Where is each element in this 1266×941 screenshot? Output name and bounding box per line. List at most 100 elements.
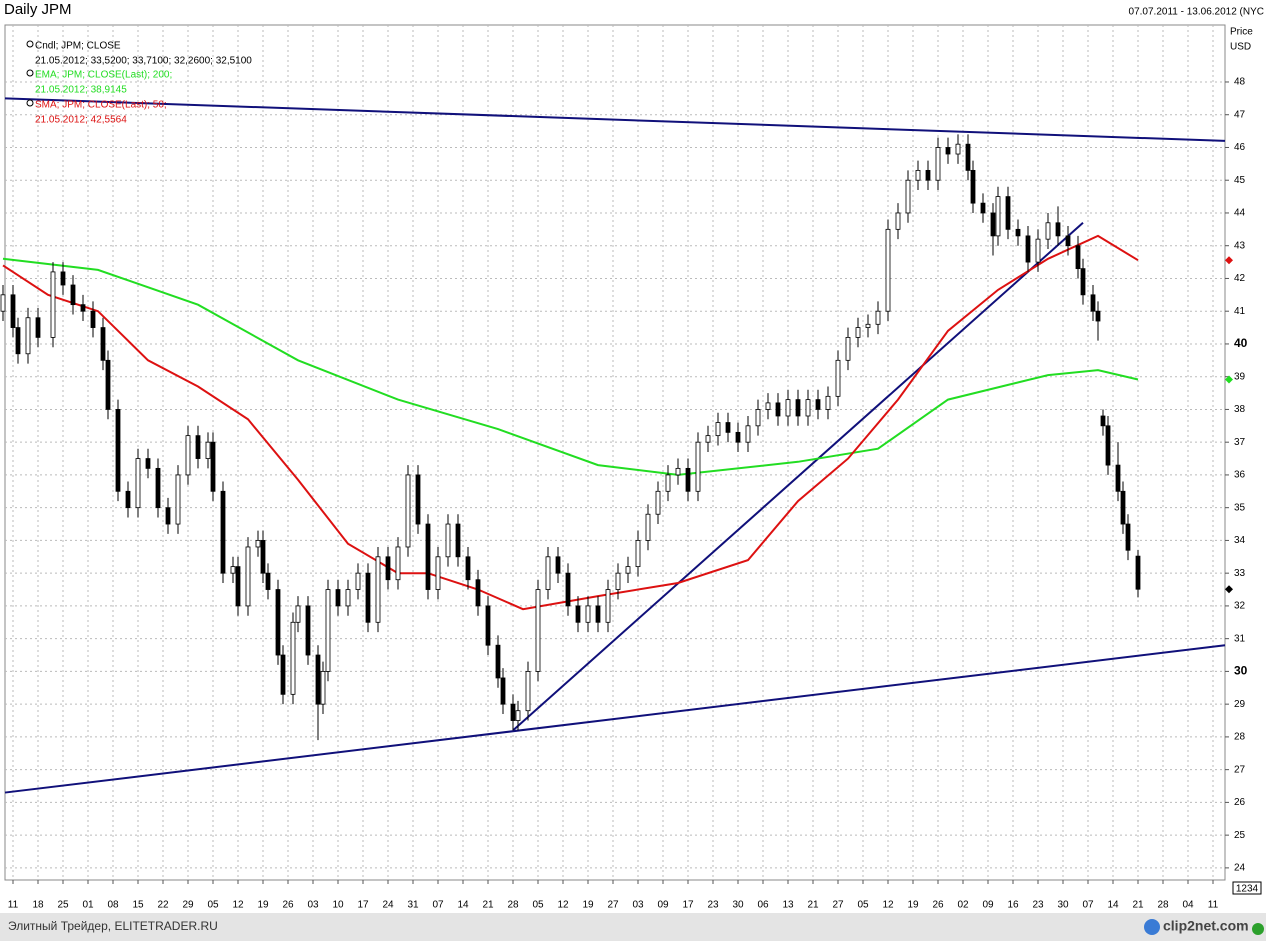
candle-body — [1120, 490, 1126, 525]
candle-body — [905, 179, 911, 214]
candle-body — [585, 605, 591, 623]
candle-body — [135, 458, 141, 509]
candle-body — [675, 467, 681, 476]
x-tick-label: 18 — [32, 900, 44, 911]
candle-body — [1055, 222, 1061, 237]
x-tick-label: 27 — [607, 900, 619, 911]
candle-body — [260, 540, 266, 574]
candle-body — [220, 490, 226, 574]
x-tick-label: 25 — [57, 900, 69, 911]
candle-body — [745, 425, 751, 443]
candle-body — [855, 327, 861, 338]
y-tick-label: 29 — [1234, 699, 1246, 710]
x-tick-label: 12 — [232, 900, 244, 911]
candle-body — [555, 556, 561, 574]
x-tick-label: 04 — [1182, 900, 1194, 911]
x-tick-label: 17 — [682, 900, 694, 911]
y-tick-label: 36 — [1234, 470, 1246, 481]
candle-body — [635, 540, 641, 568]
y-tick-label: 28 — [1234, 732, 1246, 743]
candle-body — [395, 546, 401, 581]
candle-body — [545, 556, 551, 590]
candle-body — [175, 474, 181, 525]
candle-body — [935, 147, 941, 181]
candle-body — [485, 605, 491, 646]
trendline — [512, 222, 1084, 732]
x-tick-label: 11 — [8, 900, 19, 911]
x-tick-label: 01 — [82, 900, 94, 911]
x-tick-label: 19 — [582, 900, 594, 911]
candle-body — [415, 474, 421, 525]
y-tick-label: 45 — [1234, 175, 1246, 186]
candle-body — [535, 589, 541, 672]
last-value-marker — [1225, 256, 1233, 265]
y-tick-label: 34 — [1234, 535, 1246, 546]
x-tick-label: 19 — [257, 900, 269, 911]
x-tick-label: 07 — [432, 900, 444, 911]
candle-body — [645, 513, 651, 541]
candle-body — [925, 169, 931, 181]
y-tick-label: 32 — [1234, 601, 1246, 612]
candle-body — [895, 212, 901, 230]
candle-body — [1080, 268, 1086, 296]
y-tick-label: 33 — [1234, 568, 1246, 579]
candle-body — [500, 677, 506, 705]
candle-body — [290, 621, 296, 695]
candle-body — [1005, 196, 1011, 230]
candle-body — [325, 589, 331, 672]
x-tick-label: 30 — [1057, 900, 1069, 911]
candle-body — [965, 143, 971, 171]
x-tick-label: 07 — [1082, 900, 1094, 911]
candle-body — [990, 212, 996, 237]
candle-body — [835, 359, 841, 397]
y-tick-label: 41 — [1234, 306, 1246, 317]
y-tick-label: 44 — [1234, 208, 1246, 219]
x-tick-label: 26 — [282, 900, 294, 911]
candle-body — [695, 441, 701, 492]
x-tick-label: 19 — [907, 900, 919, 911]
legend-name: Cndl; JPM; CLOSE — [35, 41, 121, 52]
candle-body — [715, 422, 721, 437]
zoom-box-label[interactable]: 1234 — [1236, 884, 1259, 895]
candle-body — [405, 474, 411, 548]
candle-body — [885, 228, 891, 312]
candle-body — [995, 196, 1001, 237]
legend-name: EMA; JPM; CLOSE(Last); 200; — [35, 70, 172, 81]
x-tick-label: 05 — [207, 900, 219, 911]
candle-body — [1100, 415, 1106, 427]
candle-body — [665, 474, 671, 492]
legend-icon — [26, 40, 34, 48]
y-tick-label: 35 — [1234, 502, 1246, 513]
last-value-marker — [1225, 585, 1233, 594]
candle-body — [705, 435, 711, 443]
footer-bar — [0, 913, 1266, 941]
indicator-line — [2, 234, 1139, 611]
y-tick-label: 27 — [1234, 764, 1246, 775]
x-tick-label: 21 — [1132, 900, 1144, 911]
candle-body — [145, 458, 151, 469]
candle-body — [595, 605, 601, 623]
candle-body — [825, 395, 831, 410]
candle-body — [115, 409, 121, 492]
candles — [0, 134, 1233, 741]
last-value-marker — [1225, 375, 1233, 384]
y-tick-label: 26 — [1234, 797, 1246, 808]
candle-body — [1065, 235, 1071, 247]
watermark-icon — [1144, 919, 1160, 935]
x-tick-label: 13 — [782, 900, 794, 911]
chart-subtitle: 07.07.2011 - 13.06.2012 (NYC — [1129, 7, 1264, 18]
candle-body — [265, 572, 271, 590]
x-tick-label: 05 — [857, 900, 869, 911]
candle-body — [1015, 228, 1021, 237]
zoom-box[interactable] — [1232, 881, 1262, 895]
candle-body — [685, 467, 691, 492]
candle-body — [465, 556, 471, 581]
x-tick-label: 02 — [957, 900, 969, 911]
y-tick-label: 46 — [1234, 142, 1246, 153]
trendline — [4, 97, 1226, 142]
candle-body — [15, 327, 21, 355]
x-tick-label: 21 — [482, 900, 494, 911]
candle-body — [10, 294, 16, 328]
candle-body — [785, 399, 791, 417]
candle-body — [1105, 425, 1111, 466]
